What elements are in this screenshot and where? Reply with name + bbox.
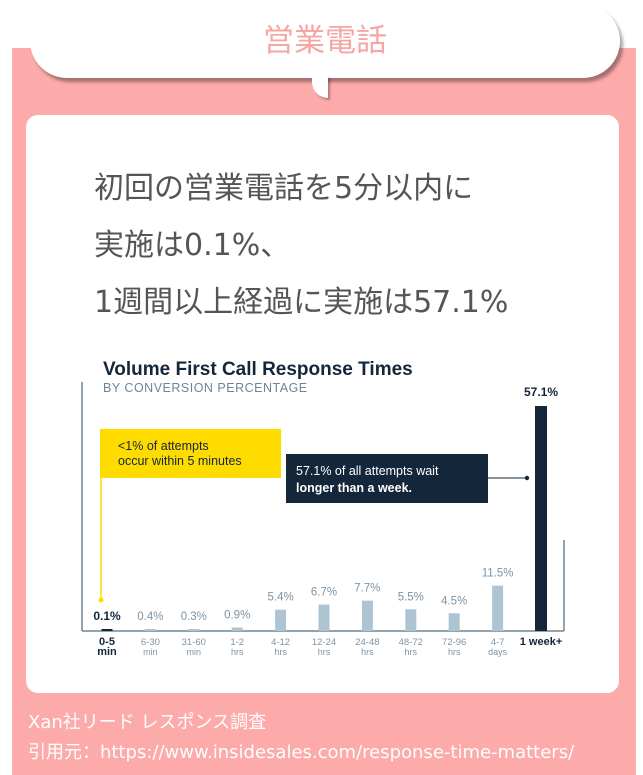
x-tick-unit: min — [143, 647, 158, 657]
x-tick-unit: hrs — [231, 647, 244, 657]
x-tick-unit: min — [187, 647, 202, 657]
data-label: 0.3% — [181, 611, 207, 623]
content-card — [26, 115, 619, 693]
x-tick-unit: days — [488, 647, 508, 657]
data-label: 0.4% — [137, 611, 163, 623]
bar-31-60 — [188, 629, 200, 631]
bar-4-12 — [275, 609, 287, 631]
page-title: 営業電話 — [263, 23, 387, 59]
x-tick-unit: hrs — [361, 647, 374, 657]
data-label: 5.4% — [267, 592, 293, 604]
x-tick-unit: hrs — [274, 647, 287, 657]
title-bubble: 営業電話 — [30, 4, 620, 78]
chart-subtitle: BY CONVERSION PERCENTAGE — [103, 381, 308, 395]
data-label: 6.7% — [311, 587, 337, 599]
callout-navy — [286, 454, 488, 503]
callout-dot-navy — [524, 475, 530, 481]
data-label: 0.9% — [224, 609, 250, 621]
data-label: 0.1% — [93, 609, 121, 623]
headline-line: 初回の営業電話を5分以内に — [94, 171, 474, 206]
callout-navy-line2: longer than a week. — [296, 481, 412, 495]
bar-6-30 — [144, 629, 156, 631]
data-label: 7.7% — [354, 583, 380, 595]
x-tick-label: 1 week+ — [520, 636, 563, 648]
data-label: 57.1% — [524, 385, 558, 399]
headline-line: 1週間以上経過に実施は57.1% — [94, 285, 509, 320]
bar-1 week+ — [535, 406, 547, 631]
x-tick-unit: hrs — [405, 647, 418, 657]
x-tick-label: 72-96 — [442, 637, 466, 648]
bar-12-24 — [318, 604, 330, 631]
x-tick-unit: min — [97, 646, 117, 658]
callout-yellow — [100, 429, 281, 478]
x-tick-label: 31-60 — [182, 637, 206, 648]
headline-line: 実施は0.1%、 — [94, 228, 291, 263]
callout-yellow-line2: occur within 5 minutes — [118, 454, 242, 468]
bar-1-2 — [231, 627, 243, 631]
x-tick-label: 24-48 — [355, 637, 379, 648]
bar-24-48 — [361, 600, 373, 631]
callout-yellow-line1: <1% of attempts — [118, 439, 209, 453]
x-tick-label: 12-24 — [312, 637, 336, 648]
x-tick-unit: hrs — [318, 647, 331, 657]
x-tick-label: 1-2 — [230, 637, 244, 648]
source-note: Xan社リード レスポンス調査 — [28, 712, 267, 733]
bar-0-5 — [101, 629, 113, 631]
callout-dot-yellow — [98, 597, 104, 603]
data-label: 5.5% — [398, 591, 424, 603]
x-tick-label: 4-12 — [271, 637, 290, 648]
data-label: 11.5% — [482, 568, 514, 580]
x-tick-label: 48-72 — [399, 637, 423, 648]
source-citation: 引用元：https://www.insidesales.com/response… — [28, 742, 575, 763]
bar-72-96 — [448, 613, 460, 631]
bar-48-72 — [405, 609, 417, 631]
data-label: 4.5% — [441, 595, 467, 607]
bar-4-7 — [492, 585, 504, 631]
x-tick-label: 4-7 — [491, 637, 505, 648]
x-tick-label: 0-5 — [99, 636, 115, 648]
x-tick-label: 6-30 — [141, 637, 160, 648]
callout-navy-line1: 57.1% of all attempts wait — [296, 464, 439, 478]
headline: 初回の営業電話を5分以内に 実施は0.1%、 1週間以上経過に実施は57.1% — [94, 160, 508, 331]
x-tick-unit: hrs — [448, 647, 461, 657]
chart-title: Volume First Call Response Times — [103, 359, 413, 380]
bubble-tail — [312, 76, 328, 98]
